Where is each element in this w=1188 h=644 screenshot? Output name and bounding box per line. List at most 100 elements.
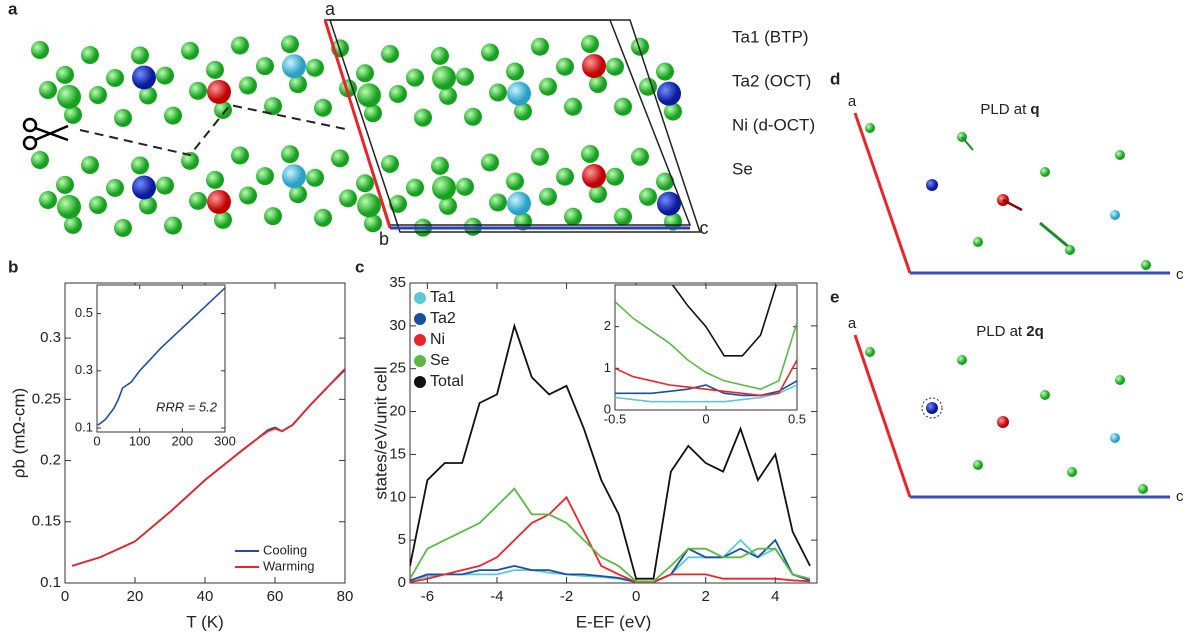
atom	[114, 108, 132, 127]
legend-label: Ta2	[430, 310, 456, 327]
atom	[181, 151, 199, 170]
atom	[256, 57, 274, 76]
x-tick-label: 40	[197, 588, 214, 605]
y-tick-label: 15	[389, 445, 406, 462]
atom	[1141, 260, 1151, 270]
atom	[239, 186, 257, 205]
atom	[582, 54, 606, 79]
y-tick-label: 2	[604, 318, 611, 333]
legend-swatch	[414, 313, 426, 325]
series-line	[410, 495, 811, 583]
atom	[156, 176, 174, 195]
displacement	[1002, 198, 1023, 212]
atom	[865, 123, 875, 133]
atom	[139, 86, 157, 105]
y-axis-label: states/eV/unit cell	[371, 366, 390, 499]
series-line	[410, 538, 811, 583]
atom	[256, 167, 274, 186]
panel-label: a	[8, 0, 18, 18]
atom	[289, 185, 307, 204]
atom	[306, 168, 324, 187]
axis-name: b	[379, 229, 389, 249]
atom	[456, 67, 474, 86]
x-tick-label: 0	[702, 411, 709, 426]
atom	[131, 156, 149, 175]
atom	[973, 237, 983, 247]
atom	[439, 196, 457, 215]
atom	[639, 77, 657, 96]
legend-swatch	[414, 376, 426, 388]
y-tick-label: 0.3	[40, 329, 61, 346]
atom	[189, 81, 207, 100]
atom	[564, 97, 582, 116]
atom	[507, 191, 531, 216]
axis-name: c	[1176, 488, 1184, 505]
x-tick-label: -0.5	[604, 411, 626, 426]
atom	[456, 177, 474, 196]
atom	[1067, 467, 1077, 477]
y-tick-label: 5	[398, 531, 406, 548]
x-tick-label: 2	[702, 588, 710, 605]
atom	[289, 75, 307, 94]
y-tick-label: 0.2	[40, 452, 61, 469]
atom	[132, 65, 156, 90]
atom	[81, 46, 99, 65]
pld-title-text: PLD at	[980, 101, 1030, 118]
legend-label: Se	[732, 159, 753, 178]
atom	[865, 347, 875, 357]
atom	[264, 97, 282, 116]
atom	[231, 146, 249, 165]
atom	[606, 167, 624, 186]
atom	[339, 189, 357, 208]
atom	[31, 41, 49, 59]
x-tick-label: 100	[129, 433, 151, 448]
atom	[531, 37, 549, 56]
atom	[406, 68, 424, 87]
atom	[581, 35, 599, 54]
y-tick-label: 0	[398, 574, 406, 591]
x-tick-label: 200	[171, 433, 193, 448]
atom	[389, 84, 407, 103]
atom	[631, 147, 649, 166]
legend-swatch	[414, 292, 426, 304]
atom	[489, 193, 507, 212]
atom	[56, 65, 74, 84]
atom	[1115, 150, 1125, 160]
a-axis	[853, 112, 912, 274]
atom	[106, 68, 124, 87]
atom	[556, 167, 574, 186]
series-line	[410, 322, 811, 580]
series-line	[615, 301, 797, 391]
atom	[582, 164, 606, 189]
legend-label: Warming	[263, 558, 315, 573]
x-tick-label: 0	[61, 588, 69, 605]
legend-swatch	[414, 355, 426, 367]
legend-label: Cooling	[263, 542, 307, 557]
y-tick-label: 25	[389, 360, 406, 377]
axis-name: a	[325, 0, 336, 19]
a-axis	[323, 19, 392, 229]
atom	[506, 172, 524, 191]
atom	[81, 156, 99, 175]
y-tick-label: 0.15	[32, 513, 61, 530]
y-tick-label: 0	[604, 401, 611, 416]
series-line	[410, 487, 811, 583]
atom	[206, 60, 224, 79]
atom	[589, 185, 607, 204]
y-tick-label: 35	[389, 274, 406, 291]
atom	[281, 35, 299, 54]
atom	[926, 179, 938, 191]
plot-frame	[96, 284, 226, 433]
atom-orbit	[921, 397, 943, 419]
scissors-icon	[22, 117, 69, 151]
atom	[614, 97, 632, 116]
x-tick-label: -4	[490, 588, 503, 605]
atom	[514, 102, 532, 121]
x-axis-label: E-EF (eV)	[576, 612, 652, 631]
displacement	[1039, 221, 1071, 250]
atom	[282, 164, 306, 189]
legend-label: Ta1	[430, 289, 456, 306]
x-axis-label: T (K)	[186, 612, 223, 631]
atom	[656, 62, 674, 81]
legend-label: Ta2 (OCT)	[732, 71, 811, 90]
